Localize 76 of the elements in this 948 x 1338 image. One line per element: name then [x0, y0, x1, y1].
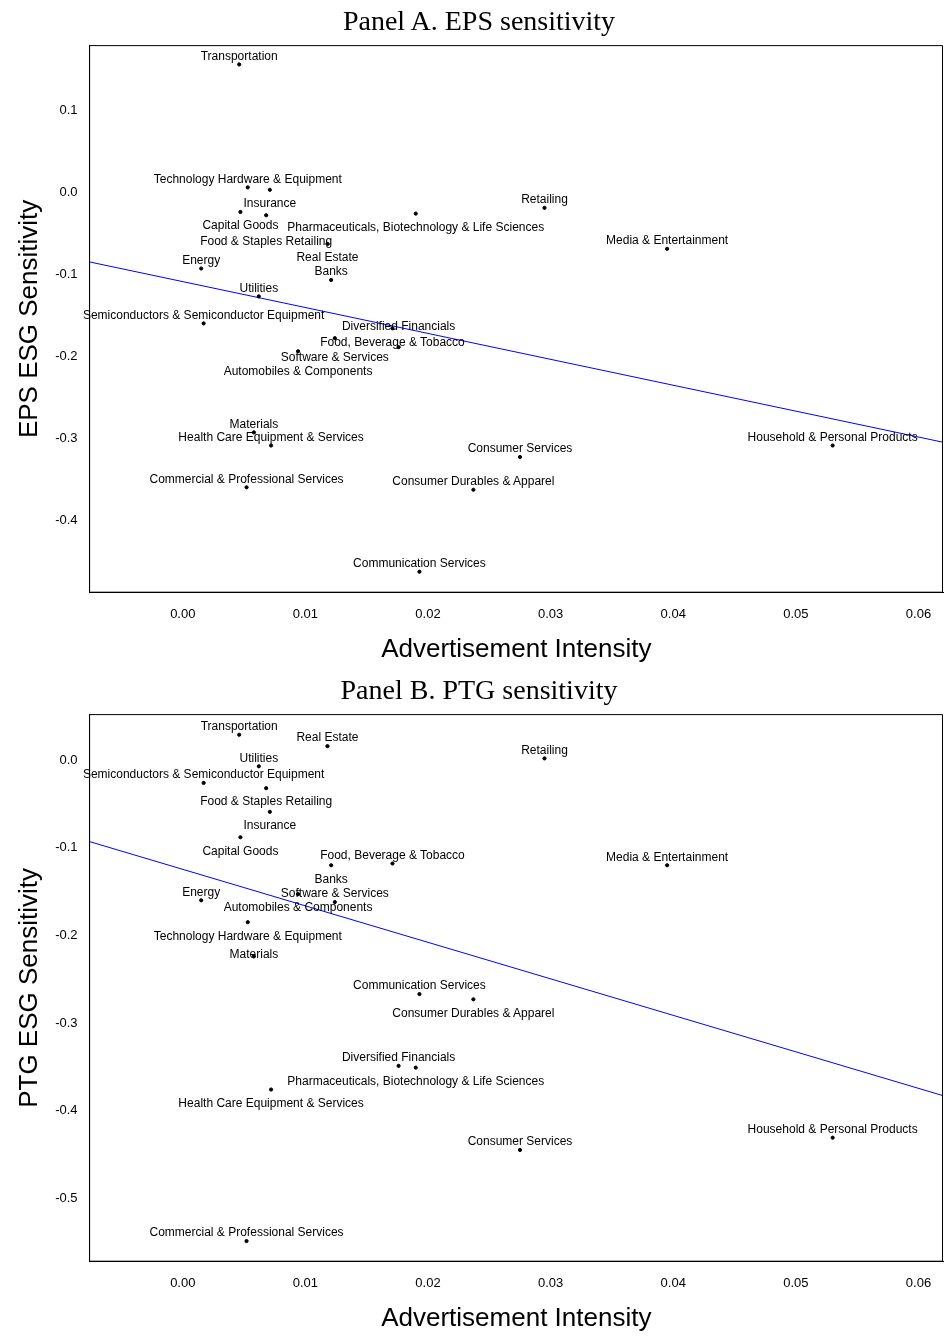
data-label: Retailing: [521, 742, 568, 757]
data-label: Pharmaceuticals, Biotechnology & Life Sciences: [287, 1073, 545, 1088]
y-tick-label: -0.2: [55, 926, 78, 942]
data-label: Media & Entertainment: [606, 233, 729, 248]
data-label: Transportation: [200, 719, 278, 734]
data-label: Real Estate: [296, 730, 359, 745]
y-axis-title: PTG ESG Sensitivity: [12, 867, 43, 1108]
y-tick-label: -0.4: [55, 511, 78, 527]
y-tick-label: 0.0: [59, 183, 78, 199]
y-axis-title: EPS ESG Sensitivity: [12, 199, 43, 439]
data-label: Capital Goods: [202, 218, 279, 233]
data-label: Health Care Equipment & Services: [178, 429, 364, 444]
x-tick-label: 0.04: [660, 605, 686, 621]
x-tick-label: 0.05: [783, 1274, 809, 1290]
x-tick-label: 0.05: [783, 605, 809, 621]
chart-title: Panel A. EPS sensitivity: [342, 5, 616, 37]
x-axis-title: Advertisement Intensity: [381, 632, 652, 663]
y-tick-label: -0.4: [55, 1102, 78, 1118]
data-label: Household & Personal Products: [747, 1122, 918, 1136]
data-label: Automobiles & Components: [223, 363, 373, 378]
data-label: Food & Staples Retailing: [200, 794, 333, 809]
x-tick-label: 0.01: [292, 605, 319, 621]
data-label: Utilities: [239, 750, 279, 765]
y-tick-label: -0.2: [55, 347, 78, 363]
data-label: Technology Hardware & Equipment: [153, 928, 343, 943]
x-axis-title: Advertisement Intensity: [381, 1301, 652, 1332]
data-label: Software & Services: [280, 886, 389, 901]
data-label: Insurance: [243, 196, 297, 211]
y-tick-label: 0.0: [59, 751, 78, 767]
x-tick-label: 0.03: [537, 605, 564, 621]
data-label: Communication Services: [353, 978, 486, 993]
data-label: Retailing: [521, 192, 568, 207]
data-label: Consumer Services: [467, 441, 573, 456]
data-label: Commercial & Professional Services: [149, 471, 344, 486]
y-tick-label: -0.3: [55, 1014, 78, 1030]
data-label: Consumer Durables & Apparel: [392, 1005, 555, 1020]
x-tick-label: 0.02: [415, 605, 441, 621]
data-label: Transportation: [200, 48, 278, 63]
data-label: Commercial & Professional Services: [149, 1225, 344, 1240]
data-label: Materials: [229, 416, 279, 431]
x-tick-label: 0.06: [905, 1274, 932, 1290]
data-label: Food, Beverage & Tobacco: [320, 847, 466, 862]
x-tick-label: 0.00: [170, 605, 196, 621]
chart-title: Panel B. PTG sensitivity: [340, 674, 618, 706]
x-tick-label: 0.03: [537, 1274, 564, 1290]
x-tick-label: 0.06: [905, 605, 932, 621]
data-label: Real Estate: [296, 250, 359, 265]
data-label: Food, Beverage & Tobacco: [320, 334, 466, 349]
x-tick-label: 0.04: [660, 1274, 686, 1290]
data-label: Banks: [314, 871, 348, 886]
data-label: Diversified Financials: [341, 1050, 456, 1065]
y-tick-label: -0.1: [55, 839, 78, 855]
data-label: Energy: [182, 884, 221, 899]
data-label: Technology Hardware & Equipment: [153, 171, 343, 186]
data-label: Materials: [229, 946, 279, 961]
data-label: Consumer Durables & Apparel: [392, 474, 555, 489]
data-label: Communication Services: [353, 556, 486, 571]
x-tick-label: 0.02: [415, 1274, 441, 1290]
x-tick-label: 0.00: [170, 1274, 196, 1290]
data-label: Software & Services: [280, 350, 389, 365]
data-label: Insurance: [243, 818, 297, 833]
data-label: Banks: [314, 264, 348, 279]
data-label: Capital Goods: [202, 843, 279, 858]
y-tick-label: -0.5: [55, 1189, 78, 1205]
data-label: Utilities: [239, 280, 279, 295]
data-label: Energy: [182, 252, 221, 267]
data-label: Household & Personal Products: [747, 429, 918, 444]
y-tick-label: -0.3: [55, 429, 78, 445]
data-label: Food & Staples Retailing: [200, 233, 333, 248]
data-label: Health Care Equipment & Services: [178, 1095, 364, 1110]
y-tick-label: -0.1: [55, 265, 78, 281]
data-label: Consumer Services: [467, 1134, 573, 1149]
y-tick-label: 0.1: [59, 101, 78, 117]
x-tick-label: 0.01: [292, 1274, 319, 1290]
data-label: Media & Entertainment: [606, 849, 729, 864]
data-label: Pharmaceuticals, Biotechnology & Life Sciences: [287, 219, 545, 234]
